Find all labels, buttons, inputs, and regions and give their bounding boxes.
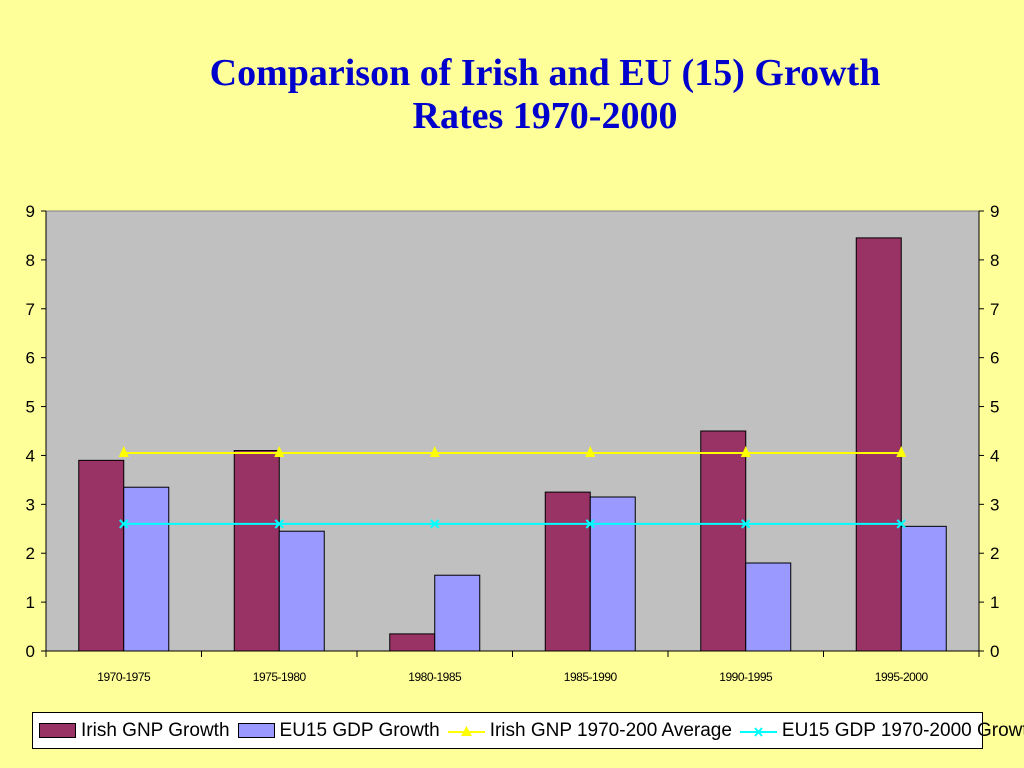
chart: 0 0 1 1 2 2 3 3 4 4 5 5 6 6 7 7 8 8 9 9 1970-1975 1975-1980 19… [26, 202, 1000, 684]
bar-eu15-gdp [745, 562, 792, 652]
x-category-label: 1975-1980 [253, 670, 307, 684]
plot-area [45, 210, 980, 652]
legend-label-irish-gnp: Irish GNP Growth [81, 719, 230, 741]
legend-swatch-irish-gnp [39, 723, 76, 738]
legend-label-eu15-gdp: EU15 GDP Growth [279, 719, 440, 741]
legend-item-eu15-gdp: EU15 GDP Growth [237, 719, 440, 742]
bar-irish-gnp [78, 459, 125, 652]
legend-swatch-eu15-gdp [237, 723, 275, 738]
legend-marker-eu15-avg [739, 723, 777, 738]
legend-marker-irish-avg [447, 723, 485, 738]
x-category-label: 1990-1995 [719, 670, 773, 684]
y-tick-label-right: 0 [990, 642, 999, 661]
y-tick-label-right: 9 [990, 202, 999, 221]
y-tick-label-right: 7 [990, 300, 999, 319]
x-category-label: 1970-1975 [97, 670, 151, 684]
y-tick-label-left: 2 [26, 544, 35, 563]
marker-irish-avg [896, 446, 907, 457]
chart-title-line-1: Comparison of Irish and EU (15) Growth [209, 52, 881, 94]
chart-title-line-2: Rates 1970-2000 [412, 95, 678, 137]
bar-eu15-gdp [589, 496, 636, 652]
bar-irish-gnp [855, 237, 902, 652]
legend-label-irish-avg: Irish GNP 1970-200 Average [489, 719, 732, 741]
y-tick-label-right: 3 [990, 495, 999, 514]
legend-item-irish-avg: Irish GNP 1970-200 Average [447, 719, 732, 742]
legend-label-eu15-avg: EU15 GDP 1970-2000 Growth [781, 719, 1024, 741]
x-category-label: 1980-1985 [408, 670, 462, 684]
y-tick-label-right: 8 [990, 251, 999, 270]
y-tick-label-left: 1 [26, 593, 35, 612]
y-tick-label-left: 6 [26, 349, 35, 368]
marker-irish-avg [585, 446, 596, 457]
marker-irish-avg [274, 446, 285, 457]
y-tick-label-right: 6 [990, 349, 999, 368]
y-tick-label-right: 1 [990, 593, 999, 612]
y-tick-label-left: 8 [26, 251, 35, 270]
legend-item-irish-gnp: Irish GNP Growth [39, 720, 230, 742]
x-category-label: 1985-1990 [564, 670, 618, 684]
x-category-label: 1995-2000 [875, 670, 929, 684]
legend-item-eu15-avg: EU15 GDP 1970-2000 Growth [739, 719, 1024, 742]
bar-irish-gnp [389, 633, 436, 652]
bar-irish-gnp [233, 450, 280, 652]
marker-irish-avg [429, 446, 440, 457]
y-tick-label-left: 7 [26, 300, 35, 319]
bar-eu15-gdp [900, 525, 947, 652]
y-tick-label-left: 5 [26, 398, 35, 417]
marker-eu15-avg [430, 519, 440, 529]
y-tick-label-left: 9 [26, 202, 35, 221]
bar-eu15-gdp [278, 530, 325, 652]
marker-eu15-avg [741, 519, 751, 529]
marker-eu15-avg [119, 519, 129, 529]
y-tick-label-right: 5 [990, 398, 999, 417]
marker-eu15-avg [585, 519, 595, 529]
bar-irish-gnp [700, 430, 747, 652]
chart-title: Comparison of Irish and EU (15) Growth R… [0, 52, 1024, 138]
marker-eu15-avg [896, 519, 906, 529]
y-tick-label-right: 2 [990, 544, 999, 563]
chart-legend: Irish GNP Growth EU15 GDP Growth Irish G… [32, 712, 1024, 749]
marker-irish-avg [118, 446, 129, 457]
marker-eu15-avg [274, 519, 284, 529]
y-tick-label-left: 0 [26, 642, 35, 661]
bar-irish-gnp [544, 491, 591, 652]
y-tick-label-left: 3 [26, 495, 35, 514]
bar-eu15-gdp [123, 486, 170, 652]
marker-irish-avg [740, 446, 751, 457]
y-tick-label-right: 4 [990, 446, 999, 465]
y-tick-label-left: 4 [26, 446, 35, 465]
bar-eu15-gdp [434, 574, 481, 652]
